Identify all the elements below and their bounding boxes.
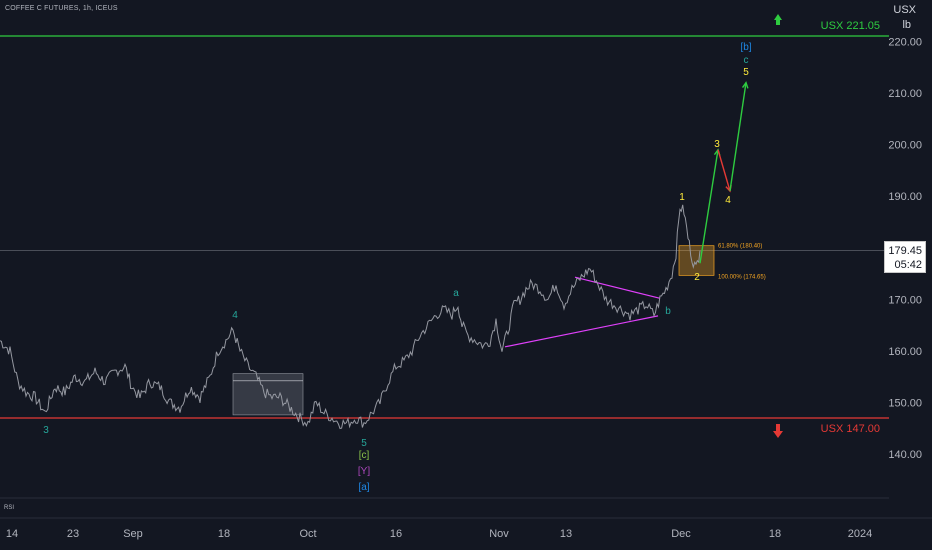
wave-label-b-bracket: [b]: [740, 42, 751, 53]
triangle-lower-line: [504, 315, 659, 348]
target-arrow-icon: [774, 14, 782, 25]
price-tick-label: 150.00: [888, 398, 922, 410]
target-level-label: USX 221.05: [821, 20, 880, 32]
projection-segment: [729, 82, 747, 192]
countdown-timer: 05:42: [894, 259, 922, 271]
date-tick-label: Nov: [489, 528, 509, 540]
wave-label-3-low: 3: [43, 425, 49, 436]
price-tick-label: 200.00: [888, 140, 922, 152]
fib-zone-box: [678, 245, 715, 276]
wave-label-y-bracket: [Y]: [358, 466, 370, 477]
consolidation-box: [232, 373, 304, 416]
fib-upper-label: 61.80% (180.40): [718, 244, 762, 250]
wave-label-b: b: [665, 306, 671, 317]
date-tick-label: 23: [67, 528, 79, 540]
triangle-upper-line: [574, 276, 661, 299]
date-tick-label: 18: [218, 528, 230, 540]
price-tick-label: 210.00: [888, 88, 922, 100]
date-tick-label: Dec: [671, 528, 691, 540]
date-tick-label: 14: [6, 528, 18, 540]
wave-label-a-bracket: [a]: [358, 482, 369, 493]
wave-label-4-low: 4: [232, 310, 238, 321]
projection-arrowhead: [741, 81, 749, 89]
date-tick-label: Sep: [123, 528, 143, 540]
wave-label-2: 2: [694, 272, 700, 283]
date-tick-label: 18: [769, 528, 781, 540]
wave-label-c-bracket: [c]: [359, 450, 370, 461]
wave-label-5-low: 5: [361, 438, 367, 449]
wave-label-5: 5: [743, 67, 749, 78]
price-tick-label: 220.00: [888, 36, 922, 48]
wave-label-a: a: [453, 288, 459, 299]
date-tick-label: 13: [560, 528, 572, 540]
wave-label-1: 1: [679, 192, 685, 203]
unit-label-bottom: lb: [902, 19, 911, 31]
price-tick-label: 190.00: [888, 191, 922, 203]
stop-arrow-icon: [773, 424, 783, 438]
wave-label-c-top: c: [744, 55, 749, 66]
current-price-value: 179.45: [888, 245, 922, 257]
price-tick-label: 160.00: [888, 346, 922, 358]
wave-label-4: 4: [725, 195, 731, 206]
price-tick-label: 170.00: [888, 294, 922, 306]
projection-segment: [717, 149, 731, 192]
price-series-line: [0, 204, 701, 430]
date-tick-label: 2024: [848, 528, 872, 540]
stop-level-label: USX 147.00: [821, 423, 880, 435]
rsi-label: RSI: [4, 505, 15, 511]
fib-lower-label: 100.00% (174.65): [718, 274, 766, 280]
projection-segment: [699, 149, 719, 264]
date-tick-label: Oct: [299, 528, 316, 540]
unit-label-top: USX: [893, 4, 916, 16]
price-tick-label: 140.00: [888, 449, 922, 461]
chart-title: COFFEE C FUTURES, 1h, ICEUS: [5, 5, 118, 12]
current-price-tag: 179.45 05:42: [884, 241, 926, 273]
date-tick-label: 16: [390, 528, 402, 540]
wave-label-3: 3: [714, 139, 720, 150]
